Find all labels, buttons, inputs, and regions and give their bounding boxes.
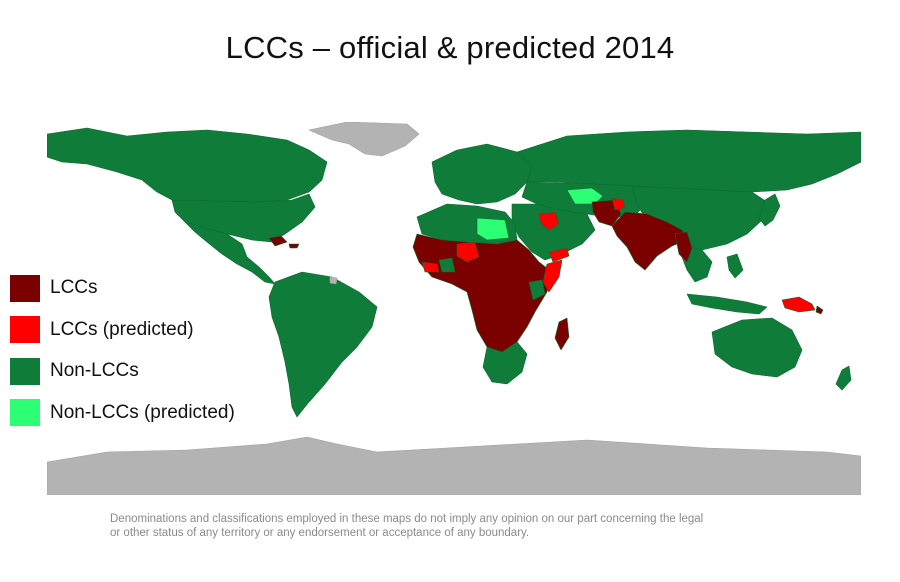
region-southern-africa [482,341,528,385]
region-iraq [538,211,560,231]
region-kenya [528,279,546,301]
legend-label-lccs-predicted: LCCs (predicted) [50,318,194,340]
region-french-guiana [329,276,338,285]
page-title: LCCs – official & predicted 2014 [225,30,675,65]
region-turkmenistan [566,187,604,205]
disclaimer-line-2: or other status of any territory or any … [110,527,530,539]
region-haiti [268,235,288,247]
legend-item-lccs: LCCs [10,273,235,303]
disclaimer-line-1: Denominations and classifications employ… [110,513,704,525]
region-antarctica [47,436,861,495]
region-madagascar [554,317,570,351]
legend-swatch-non-lccs-predicted [10,399,40,426]
region-chad-nigeria-green [438,257,456,273]
map-legend: LCCs LCCs (predicted) Non-LCCs Non-LCCs … [10,273,235,439]
region-new-zealand [835,365,852,391]
legend-item-non-lccs: Non-LCCs [10,356,235,386]
legend-label-non-lccs: Non-LCCs [50,360,139,381]
region-papua-new-guinea [781,296,816,313]
region-philippines [726,253,744,279]
legend-swatch-non-lccs [10,357,40,385]
region-middle-east [511,203,596,261]
region-greenland [308,122,420,157]
region-west-africa-predicted [421,261,440,273]
region-russia [516,129,861,193]
legend-item-non-lccs-predicted: Non-LCCs (predicted) [10,398,235,428]
legend-swatch-lccs [10,274,40,302]
region-south-asia [611,211,688,271]
region-pakistan-predicted [611,197,626,211]
legend-swatch-lccs-predicted [10,316,40,343]
region-indonesia [686,293,768,315]
legend-label-lccs: LCCs [50,277,98,298]
region-europe [431,143,533,205]
legend-item-lccs-predicted: LCCs (predicted) [10,315,235,345]
region-japan [758,193,781,227]
world-map [47,122,861,495]
region-pacific-islands [815,305,824,315]
region-yemen [548,247,570,263]
region-myanmar [674,231,693,263]
region-caribbean [288,243,300,249]
region-south-america [268,271,378,418]
region-somalia-predicted [542,259,563,293]
legend-label-non-lccs-predicted: Non-LCCs (predicted) [50,401,235,423]
disclaimer-text: Denominations and classifications employ… [110,512,850,540]
region-north-america-north [47,127,328,205]
region-central-america [184,221,276,285]
region-australia [711,317,803,378]
region-libya [476,217,510,241]
region-niger-predicted [456,241,480,263]
